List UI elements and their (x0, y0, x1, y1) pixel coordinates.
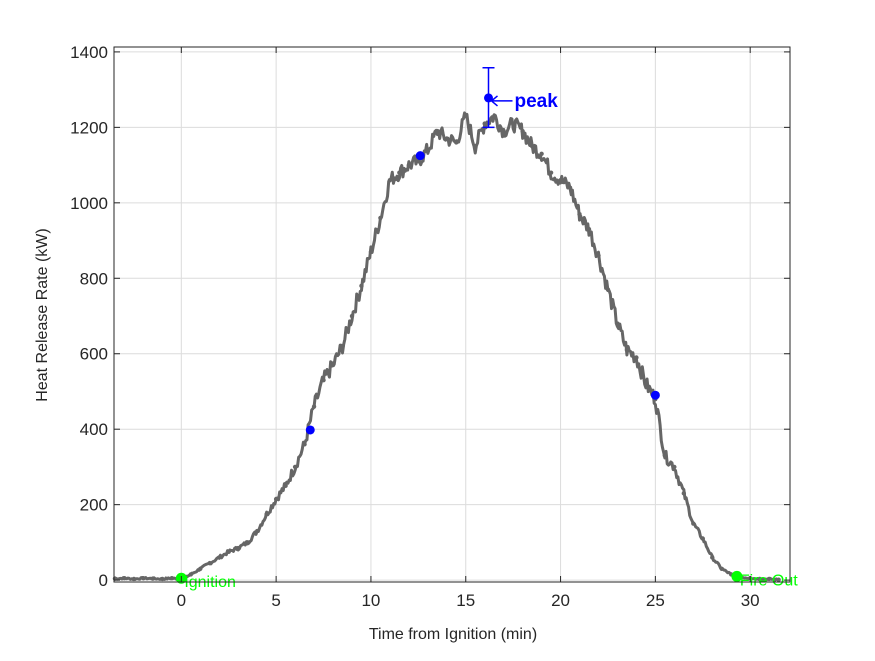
axes-box (113, 46, 791, 583)
x-tick-label: 5 (271, 591, 280, 610)
data-point (207, 560, 212, 566)
data-point (776, 577, 781, 582)
data-point (529, 144, 535, 149)
data-point (643, 381, 649, 387)
data-point (454, 140, 459, 145)
data-point (624, 347, 630, 353)
data-point (217, 555, 222, 560)
data-point (359, 283, 364, 289)
data-point (321, 377, 326, 383)
data-point (150, 576, 156, 581)
data-point (330, 362, 336, 368)
data-point (501, 128, 506, 134)
data-point (700, 536, 705, 541)
data-point (292, 464, 298, 470)
data-point (681, 491, 687, 496)
data-point (245, 540, 250, 545)
y-tick-label: 1200 (70, 118, 108, 137)
data-point (141, 576, 146, 581)
data-point (596, 253, 601, 258)
data-series-line (114, 111, 779, 582)
y-axis-label: Heat Release Rate (kW) (34, 228, 51, 401)
data-point (463, 113, 468, 119)
data-point (254, 528, 260, 534)
data-point (548, 170, 554, 175)
data-point (397, 170, 402, 175)
data-point (577, 211, 582, 217)
x-axis-label: Time from Ignition (min) (369, 626, 537, 643)
data-point (757, 576, 762, 582)
data-point (719, 566, 724, 571)
data-point (539, 151, 544, 156)
y-tick-label: 600 (80, 345, 108, 364)
data-point (435, 128, 440, 134)
y-tick-label: 400 (80, 420, 108, 439)
data-point (387, 177, 393, 183)
y-tick-label: 1400 (70, 43, 108, 62)
x-tick-label: 0 (177, 591, 186, 610)
highlight-marker (484, 93, 494, 103)
x-tick-label: 20 (551, 591, 570, 610)
y-tick-label: 1000 (70, 194, 108, 213)
data-point (634, 355, 639, 360)
event-marker (731, 570, 743, 582)
highlight-marker (305, 425, 315, 435)
x-tick-label: 10 (361, 591, 380, 610)
data-point (131, 576, 137, 582)
data-point (425, 147, 431, 153)
x-tick-label: 15 (456, 591, 475, 610)
data-point (340, 343, 345, 349)
event-label: Ignition (184, 574, 236, 591)
data-point (662, 453, 668, 458)
data-point (491, 113, 497, 119)
data-point (672, 464, 677, 470)
data-point (416, 159, 421, 164)
highlight-marker (415, 151, 425, 161)
data-point (169, 576, 175, 581)
data-point (482, 121, 487, 126)
data-point (226, 549, 231, 555)
data-point (766, 576, 772, 582)
peak-annotation: peak (515, 91, 559, 112)
data-point (368, 249, 374, 255)
data-point (710, 555, 715, 560)
data-point (122, 576, 127, 581)
y-tick-label: 0 (99, 571, 108, 590)
event-label: Fire Out (740, 572, 798, 589)
data-point (691, 521, 696, 526)
data-point (188, 572, 193, 577)
y-tick-label: 200 (80, 496, 108, 515)
data-point (302, 442, 307, 447)
data-point (349, 313, 355, 319)
data-point (406, 162, 412, 168)
data-point (444, 136, 449, 141)
data-point (160, 576, 165, 582)
data-point (264, 511, 269, 517)
data-point (567, 185, 573, 190)
x-tick-label: 25 (646, 591, 665, 610)
data-point (378, 215, 383, 221)
data-point (273, 496, 279, 502)
data-point (558, 177, 563, 183)
data-point (615, 321, 620, 326)
data-point (586, 227, 592, 232)
data-point (198, 566, 203, 571)
plot-area: Ignition Fire Out (112, 67, 798, 591)
grid (114, 47, 790, 582)
y-tick-label: 800 (80, 269, 108, 288)
data-point (510, 121, 516, 126)
x-tick-label: 30 (741, 591, 760, 610)
annotation-arrowhead (490, 95, 498, 107)
ticks: 0 5 10 15 20 25 30 0 200 400 600 800 1000 1200 1400 (70, 43, 790, 610)
data-point (283, 483, 288, 488)
data-point (473, 144, 478, 149)
data-point (311, 404, 317, 409)
data-point (520, 128, 525, 134)
data-point (236, 545, 241, 551)
data-point (605, 287, 611, 292)
highlight-marker (650, 390, 660, 400)
